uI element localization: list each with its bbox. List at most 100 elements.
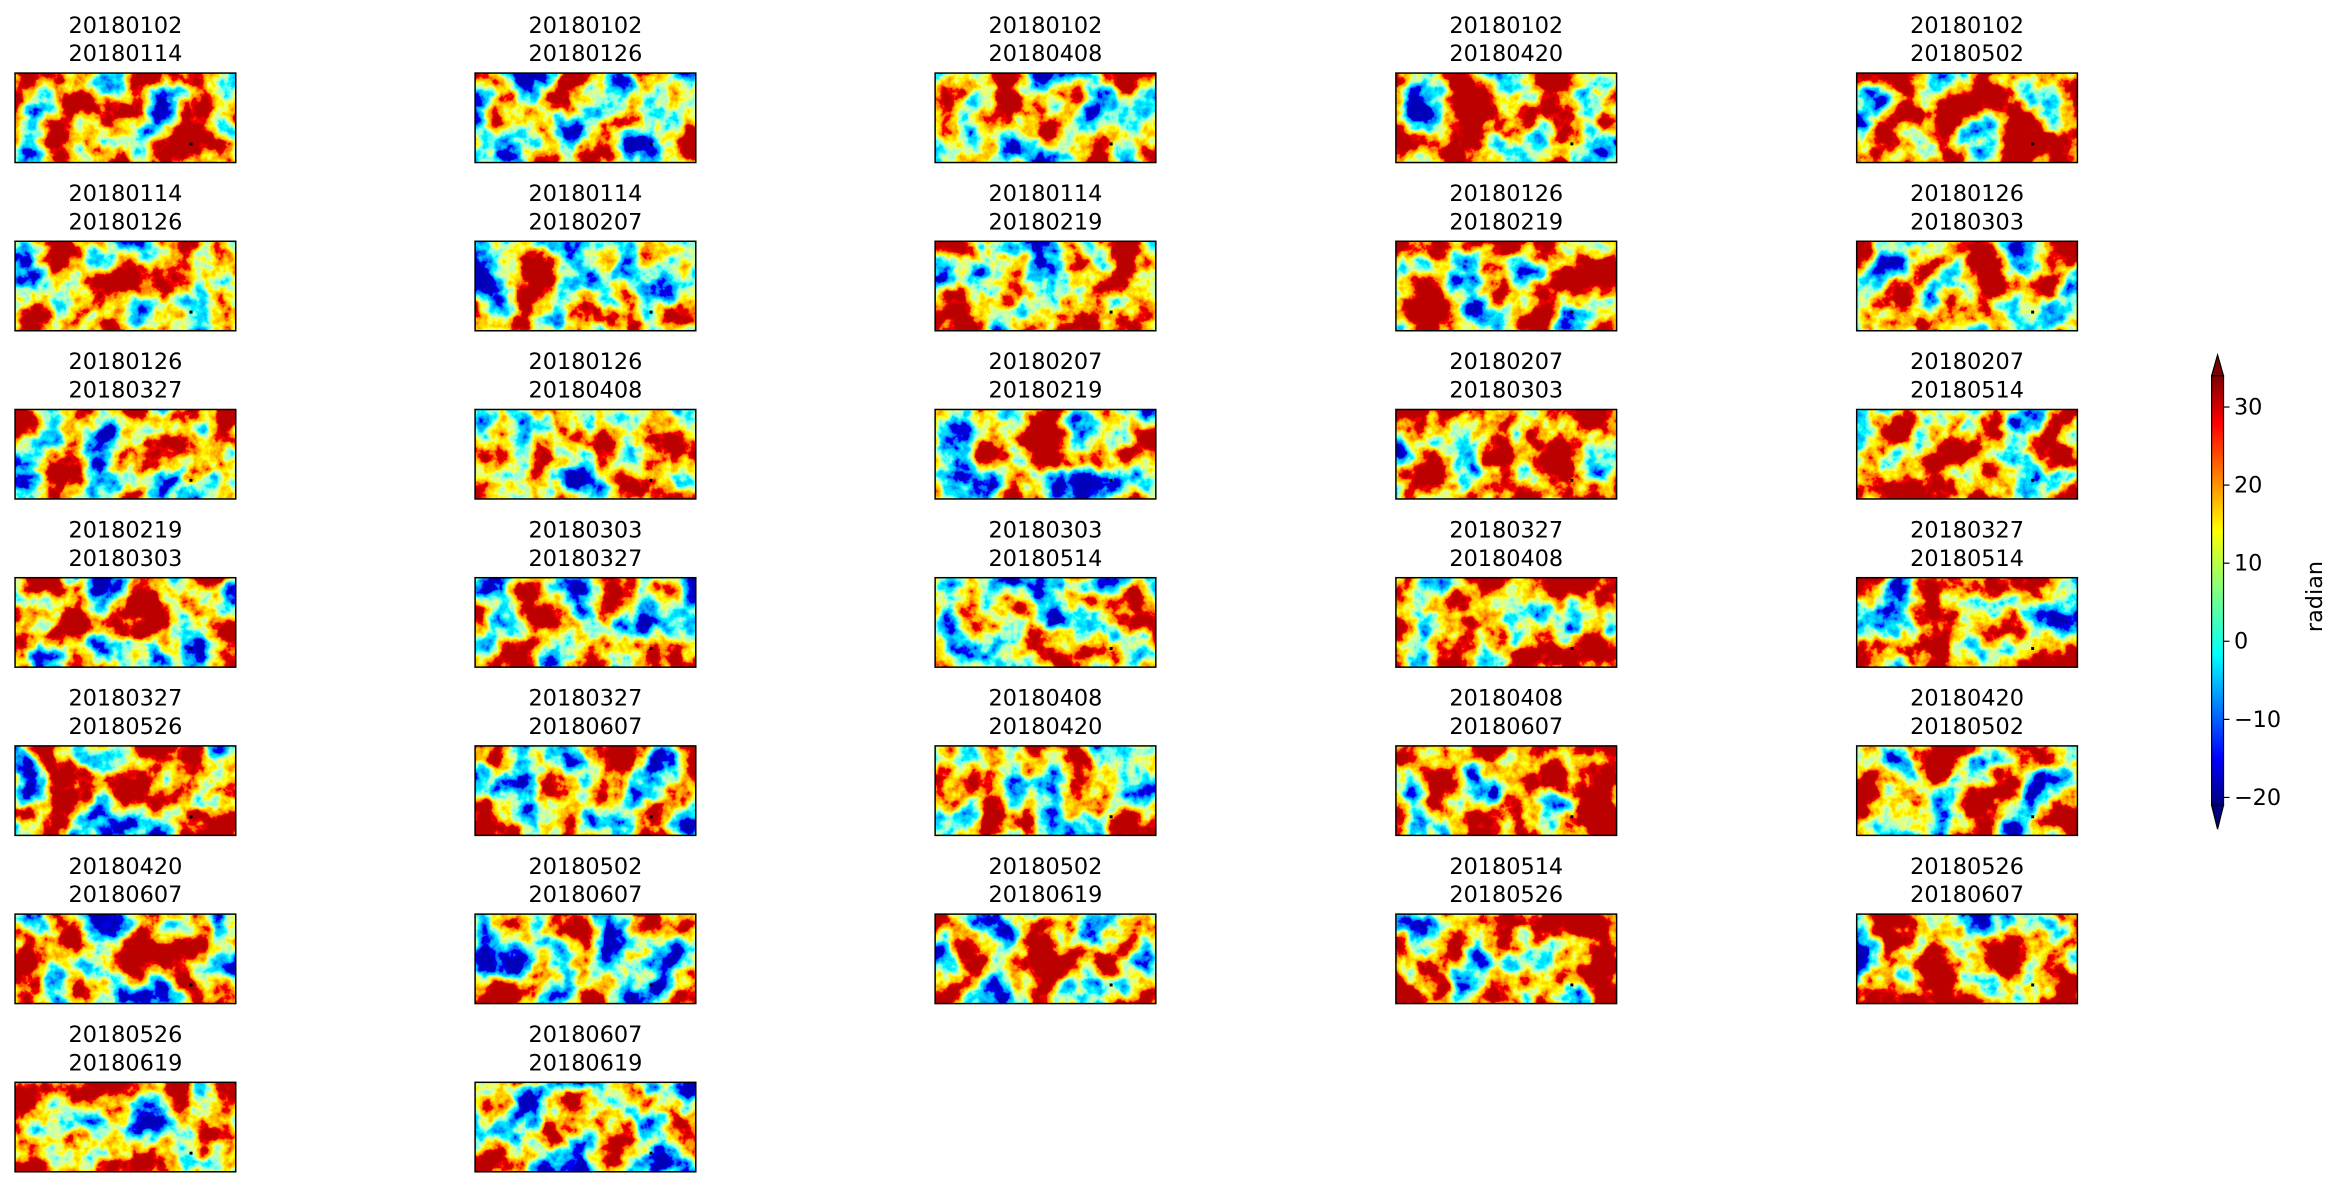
panel-title: 20180408 [989, 686, 1103, 712]
panel-title: 20180619 [68, 1050, 182, 1076]
panel-title: 20180607 [68, 882, 182, 908]
panel-title: 20180514 [1910, 378, 2024, 404]
panel-title: 20180526 [1910, 854, 2024, 880]
panel-title: 20180303 [68, 546, 182, 572]
panel-frame [1855, 745, 2079, 837]
reference-point [649, 142, 653, 146]
panel-frame [14, 913, 237, 1005]
panel-title: 20180327 [68, 686, 182, 712]
panel-title: 20180303 [1910, 209, 2024, 235]
interferogram [1856, 409, 2078, 499]
panel-frame [474, 408, 697, 500]
reference-point [1570, 647, 1574, 651]
panel-frame [474, 240, 697, 332]
interferogram [475, 577, 696, 668]
panel-title: 20180619 [529, 1050, 643, 1076]
reference-point [649, 647, 653, 651]
panel-frame [14, 240, 237, 332]
reference-point [1109, 478, 1113, 482]
panel-title: 20180126 [1910, 181, 2024, 207]
panel-title: 20180408 [529, 378, 643, 404]
panel-frame [474, 576, 697, 668]
interferogram [935, 745, 1156, 836]
panel-title: 20180502 [529, 854, 643, 880]
panel-title: 20180502 [1910, 714, 2024, 740]
reference-point [649, 478, 653, 482]
reference-point [2031, 142, 2035, 146]
panel-title: 20180420 [1449, 41, 1563, 67]
colorbar-tick-label: −20 [2234, 785, 2281, 811]
panel-title: 20180219 [989, 378, 1103, 404]
interferogram [1856, 745, 2078, 836]
interferogram [1856, 241, 2078, 331]
panel-frame [474, 72, 697, 164]
interferogram [935, 577, 1156, 668]
interferogram [1856, 577, 2078, 668]
panel-title: 20180327 [1449, 517, 1563, 543]
panel-frame [934, 240, 1157, 332]
reference-point [189, 142, 193, 146]
panel-title: 20180420 [989, 714, 1103, 740]
interferogram [1395, 73, 1617, 163]
panel-frame [14, 1081, 237, 1173]
panel-title: 20180327 [529, 686, 643, 712]
colorbar-tick-label: 20 [2234, 473, 2262, 499]
reference-point [2031, 815, 2035, 819]
panel-frame [14, 745, 237, 837]
interferogram [1856, 914, 2078, 1004]
panel-title: 20180607 [529, 882, 643, 908]
reference-point [1109, 647, 1113, 651]
panel-title: 20180303 [529, 517, 643, 543]
colorbar-tick-label: 10 [2234, 551, 2262, 577]
panel-title: 20180126 [529, 41, 643, 67]
panel-title: 20180303 [989, 517, 1103, 543]
panel-frame [934, 745, 1157, 837]
panel-frame [934, 913, 1157, 1005]
panel-title: 20180327 [1910, 517, 2024, 543]
panel-frame [1395, 913, 1618, 1005]
panel-title: 20180126 [1449, 181, 1563, 207]
panel-title: 20180526 [68, 1022, 182, 1048]
colorbar [2211, 375, 2225, 806]
interferogram [1395, 914, 1617, 1004]
panel-title: 20180207 [1910, 349, 2024, 375]
reference-point [2031, 310, 2035, 314]
panel-title: 20180420 [68, 854, 182, 880]
panel-title: 20180408 [1449, 546, 1563, 572]
reference-point [2031, 478, 2035, 482]
panel-title: 20180114 [68, 181, 182, 207]
panel-title: 20180327 [68, 378, 182, 404]
panel-title: 20180114 [529, 181, 643, 207]
panel-title: 20180219 [68, 517, 182, 543]
colorbar-tick-label: 30 [2234, 394, 2262, 420]
panel-frame [934, 408, 1157, 500]
interferogram [1395, 745, 1617, 836]
panel-title: 20180126 [68, 209, 182, 235]
panel-title: 20180607 [1449, 714, 1563, 740]
panel-frame [1395, 240, 1618, 332]
panel-title: 20180514 [1910, 546, 2024, 572]
reference-point [1109, 310, 1113, 314]
panel-title: 20180207 [989, 349, 1103, 375]
interferogram [15, 1082, 236, 1172]
interferogram [15, 577, 236, 668]
panel-title: 20180102 [989, 13, 1103, 39]
interferogram [935, 241, 1156, 331]
panel-title: 20180502 [1910, 41, 2024, 67]
reference-point [1109, 142, 1113, 146]
interferogram [1395, 241, 1617, 331]
reference-point [189, 815, 193, 819]
reference-point [1570, 815, 1574, 819]
reference-point [189, 478, 193, 482]
interferogram [15, 914, 236, 1004]
panel-frame [14, 576, 237, 668]
panel-frame [1855, 408, 2079, 500]
panel-frame [1855, 913, 2079, 1005]
colorbar-tick-label: −10 [2234, 707, 2281, 733]
panel-title: 20180619 [989, 882, 1103, 908]
interferogram [1395, 409, 1617, 499]
panel-frame [14, 408, 237, 500]
panel-frame [934, 576, 1157, 668]
panel-frame [14, 72, 237, 164]
panel-title: 20180514 [1449, 854, 1563, 880]
